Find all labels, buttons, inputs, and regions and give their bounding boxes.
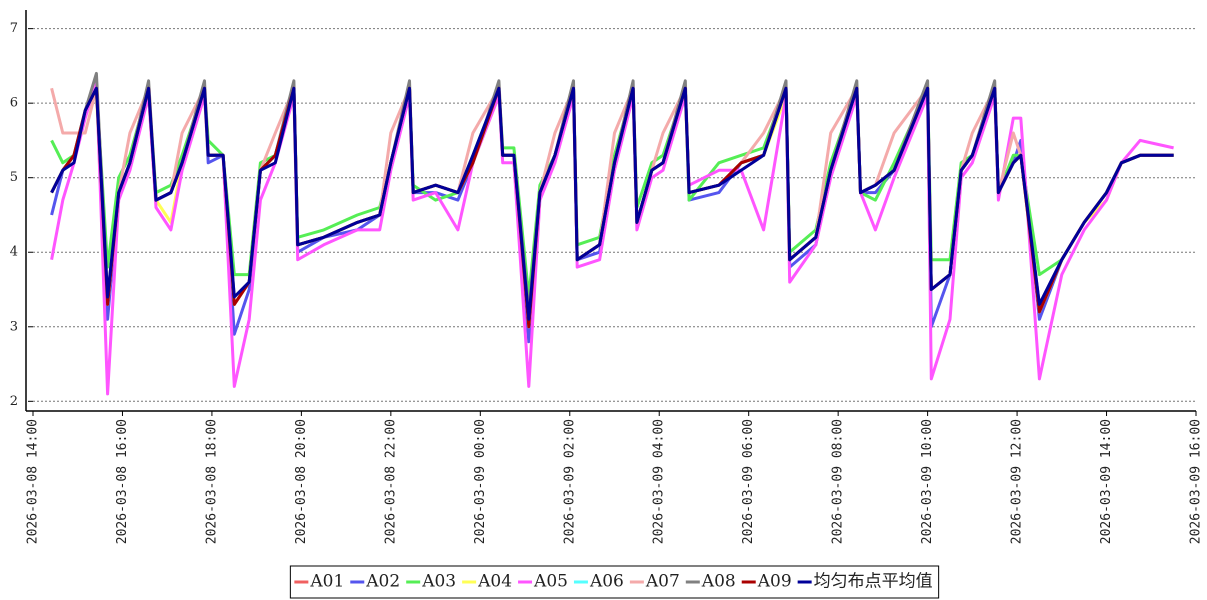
- y-tick-label: 5: [10, 170, 18, 185]
- x-tick-label: 2026-03-09 10:00: [920, 419, 935, 544]
- legend-label: A04: [477, 572, 512, 592]
- x-tick-label: 2026-03-08 20:00: [294, 419, 309, 544]
- series-line: [50, 71, 1174, 314]
- legend-label: A01: [309, 572, 344, 592]
- x-tick-label: 2026-03-09 04:00: [652, 419, 667, 544]
- legend-label: A06: [589, 572, 624, 592]
- x-tick-label: 2026-03-09 02:00: [562, 419, 577, 544]
- series-line: [50, 94, 1174, 329]
- legend-label: A02: [365, 572, 400, 592]
- series-line: [50, 86, 1174, 299]
- series-line: [50, 86, 1174, 329]
- x-tick-label: 2026-03-08 22:00: [383, 419, 398, 544]
- series-line: [50, 86, 1174, 329]
- x-tick-label: 2026-03-08 14:00: [26, 419, 41, 544]
- x-tick-label: 2026-03-08 16:00: [115, 419, 130, 544]
- series-line: [50, 79, 1174, 344]
- legend-label: A07: [645, 572, 680, 592]
- legend-label: A03: [421, 572, 456, 592]
- x-tick-label: 2026-03-09 14:00: [1099, 419, 1114, 544]
- legend-label: A05: [533, 572, 568, 592]
- x-tick-label: 2026-03-09 06:00: [741, 419, 756, 544]
- y-tick-label: 7: [10, 21, 18, 36]
- series-line: [50, 79, 1174, 396]
- legend-label: A08: [701, 572, 736, 592]
- legend-box: [289, 565, 940, 599]
- series-line: [50, 86, 1174, 329]
- x-tick-label: 2026-03-09 12:00: [1010, 419, 1025, 544]
- series-line: [50, 86, 1174, 321]
- y-tick-label: 4: [10, 245, 18, 260]
- legend-label: A09: [757, 572, 792, 592]
- series-line: [50, 86, 1174, 329]
- y-tick-label: 3: [10, 319, 18, 334]
- x-tick-label: 2026-03-09 16:00: [1189, 419, 1204, 544]
- legend: A01 A02 A03 A04 A05 A06 A07 A08 A09 均匀布点平均值: [289, 565, 940, 599]
- x-tick-label: 2026-03-09 08:00: [831, 419, 846, 544]
- x-tick-label: 2026-03-08 18:00: [204, 419, 219, 544]
- y-tick-label: 2: [10, 394, 18, 409]
- legend-label: 均匀布点平均值: [814, 572, 933, 592]
- x-tick-label: 2026-03-09 00:00: [473, 419, 488, 544]
- y-tick-label: 6: [10, 96, 18, 111]
